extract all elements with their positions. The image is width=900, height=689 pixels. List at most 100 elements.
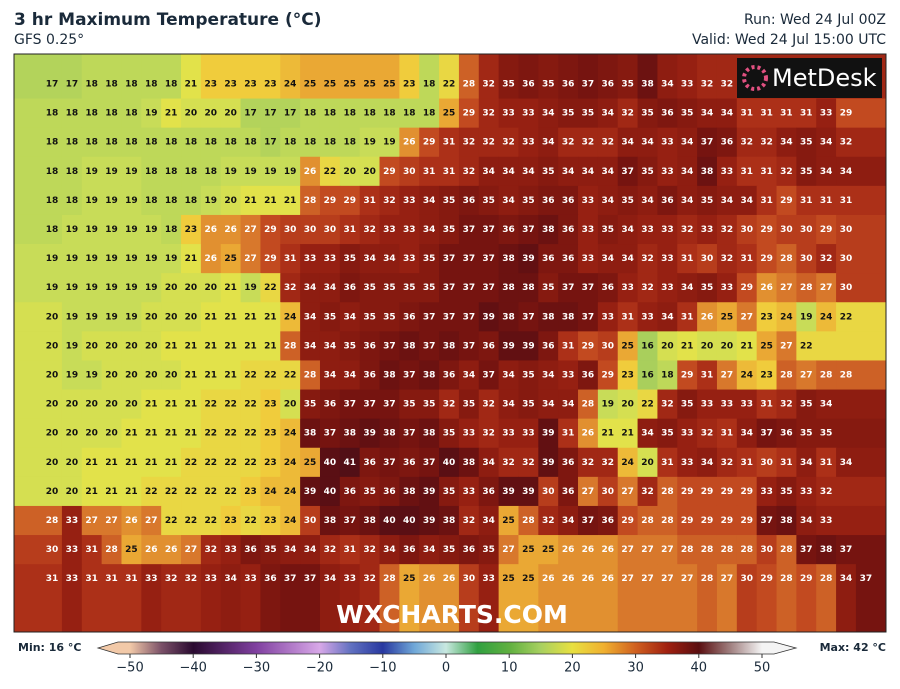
temperature-cell	[796, 214, 817, 245]
temperature-cell	[796, 360, 817, 391]
temperature-value: 34	[304, 312, 317, 322]
temperature-value: 21	[125, 487, 138, 497]
temperature-value: 37	[482, 371, 495, 381]
temperature-value: 19	[145, 254, 158, 264]
temperature-cell	[597, 564, 619, 633]
temperature-cell	[220, 535, 242, 565]
temperature-cell	[558, 273, 579, 303]
temperature-cell	[578, 331, 599, 361]
temperature-value: 32	[482, 138, 495, 148]
temperature-cell	[81, 564, 103, 633]
temperature-value: 35	[582, 109, 595, 119]
temperature-value: 34	[621, 138, 634, 148]
temperature-cell	[756, 98, 778, 129]
temperature-value: 19	[205, 196, 218, 206]
temperature-cell	[518, 185, 539, 216]
temperature-cell	[419, 360, 440, 391]
temperature-cell	[756, 535, 778, 565]
temperature-cell	[439, 244, 460, 274]
temperature-cell	[61, 564, 83, 633]
temperature-cell	[280, 447, 301, 478]
temperature-cell	[359, 302, 381, 332]
temperature-value: 37	[463, 312, 476, 322]
temperature-cell	[161, 244, 182, 274]
temperature-value: 38	[443, 516, 456, 526]
temperature-cell	[796, 331, 887, 361]
logo-box	[737, 58, 882, 98]
temperature-value: 21	[185, 371, 198, 381]
temperature-value: 32	[482, 429, 495, 439]
temperature-value: 35	[621, 80, 634, 90]
temperature-value: 33	[244, 574, 257, 584]
temperature-value: 28	[740, 545, 753, 555]
temperature-cell	[359, 244, 381, 274]
temperature-cell	[697, 564, 718, 633]
temperature-cell	[836, 564, 857, 633]
temperature-cell	[578, 447, 599, 478]
temperature-cell	[379, 214, 400, 245]
temperature-value: 21	[602, 429, 615, 439]
temperature-cell	[240, 476, 261, 507]
temperature-value: 18	[185, 196, 198, 206]
temperature-cell	[240, 127, 261, 158]
temperature-cell	[161, 214, 182, 245]
temperature-value: 34	[820, 400, 833, 410]
temperature-value: 32	[820, 487, 833, 497]
temperature-cell	[697, 302, 718, 332]
temperature-value: 35	[403, 400, 416, 410]
temperature-value: 29	[621, 516, 634, 526]
temperature-cell	[756, 244, 778, 274]
temperature-cell	[617, 535, 639, 565]
temperature-value: 32	[482, 80, 495, 90]
temperature-cell	[61, 476, 83, 507]
temperature-value: 28	[105, 545, 118, 555]
temperature-cell	[776, 505, 797, 536]
temperature-cell	[260, 214, 281, 245]
temperature-cell	[776, 564, 797, 633]
temperature-value: 18	[185, 167, 198, 177]
temperature-value: 33	[463, 487, 476, 497]
temperature-value: 34	[542, 138, 555, 148]
temperature-cell	[181, 302, 202, 332]
temperature-value: 37	[522, 225, 535, 235]
temperature-value: 33	[661, 283, 674, 293]
temperature-cell	[578, 98, 599, 129]
temperature-cell	[816, 185, 837, 216]
temperature-value: 35	[423, 283, 436, 293]
temperature-cell	[776, 535, 797, 565]
temperature-cell	[776, 244, 797, 274]
temperature-value: 27	[641, 574, 654, 584]
temperature-value: 29	[582, 341, 595, 351]
temperature-value: 35	[363, 312, 376, 322]
temperature-value: 19	[224, 167, 237, 177]
temperature-cell	[399, 476, 420, 507]
temperature-value: 41	[343, 458, 356, 468]
temperature-value: 33	[383, 225, 396, 235]
temperature-value: 34	[502, 400, 515, 410]
temperature-cell	[558, 360, 579, 391]
temperature-cell	[101, 302, 122, 332]
temperature-value: 32	[463, 138, 476, 148]
temperature-cell	[677, 476, 698, 507]
temperature-cell	[518, 447, 539, 478]
temperature-cell	[181, 476, 202, 507]
temperature-value: 24	[820, 312, 833, 322]
temperature-cell	[617, 54, 639, 100]
temperature-cell	[756, 447, 778, 478]
temperature-value: 37	[443, 254, 456, 264]
temperature-value: 32	[463, 516, 476, 526]
temperature-value: 37	[760, 516, 773, 526]
temperature-value: 34	[800, 516, 813, 526]
temperature-value: 31	[105, 574, 118, 584]
temperature-value: 38	[641, 80, 654, 90]
temperature-cell	[319, 505, 341, 536]
temperature-value: 33	[522, 138, 535, 148]
temperature-value: 31	[125, 574, 138, 584]
temperature-cell	[458, 564, 480, 633]
temperature-value: 23	[244, 80, 257, 90]
temperature-cell	[121, 244, 142, 274]
temperature-cell	[538, 535, 559, 565]
temperature-cell	[836, 98, 887, 129]
temperature-cell	[716, 214, 738, 245]
temperature-cell	[141, 244, 162, 274]
